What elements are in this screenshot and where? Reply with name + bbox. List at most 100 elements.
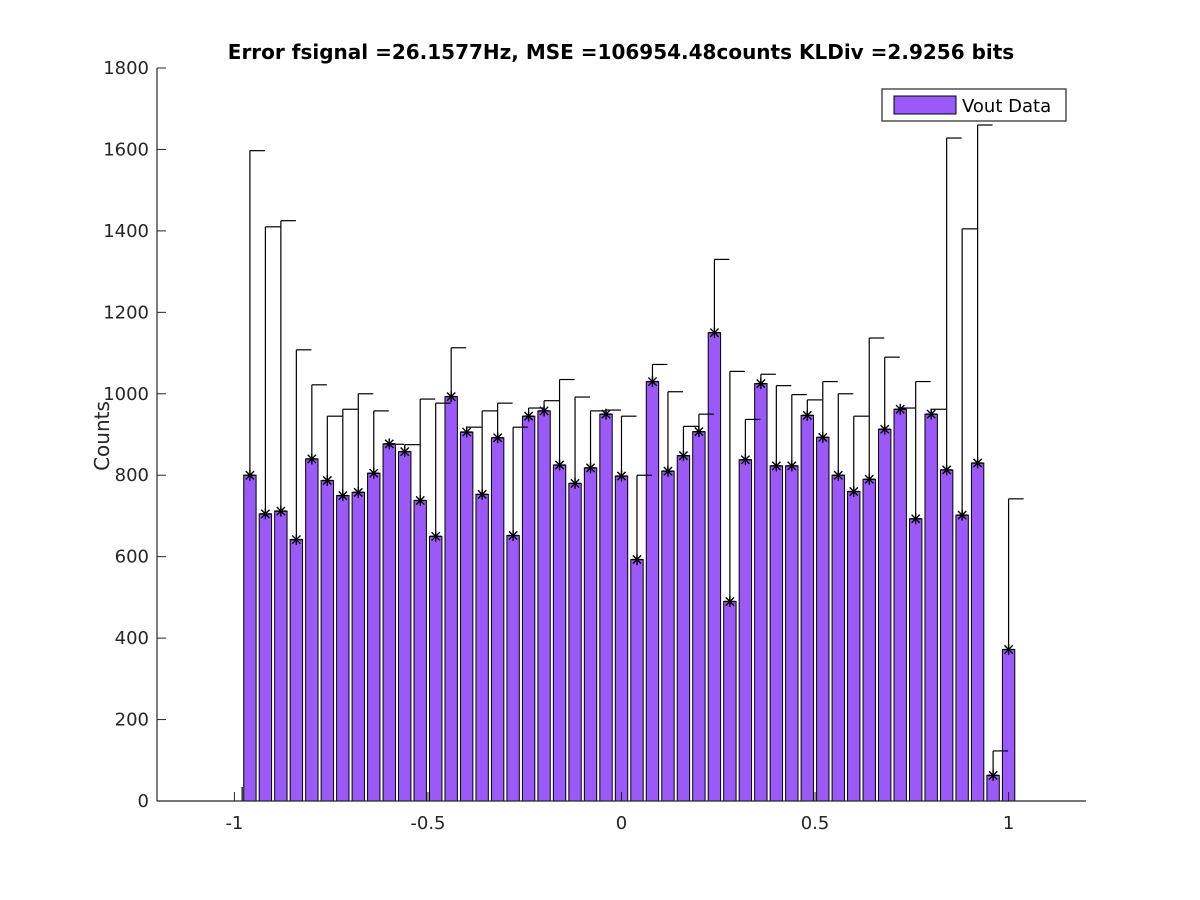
y-tick-label: 600 — [115, 547, 149, 568]
asterisk-marker — [585, 462, 597, 474]
asterisk-marker — [848, 486, 860, 498]
marker-stroke — [508, 530, 518, 541]
y-tick-label: 1400 — [103, 221, 149, 242]
marker-stroke — [740, 455, 750, 465]
asterisk-marker — [321, 475, 333, 487]
asterisk-marker — [724, 595, 736, 607]
bar — [537, 410, 551, 802]
asterisk-marker — [801, 409, 813, 421]
marker-stroke — [973, 458, 983, 468]
asterisk-marker — [259, 508, 271, 520]
markers-group — [244, 327, 1015, 781]
bar — [723, 600, 737, 802]
bar — [970, 462, 985, 802]
bar — [243, 474, 257, 802]
asterisk-marker — [461, 426, 473, 438]
bar — [413, 499, 427, 802]
asterisk-marker — [770, 460, 782, 472]
asterisk-marker — [956, 509, 968, 521]
marker-stroke — [880, 424, 890, 434]
marker-stroke — [585, 463, 596, 473]
asterisk-marker — [972, 457, 984, 469]
marker-stroke — [957, 510, 967, 520]
y-tick-label: 200 — [115, 710, 149, 731]
bar — [893, 408, 907, 802]
marker-stroke — [678, 451, 689, 461]
asterisk-marker — [817, 431, 829, 443]
marker-stroke — [926, 409, 936, 419]
asterisk-marker — [662, 465, 674, 477]
legend-swatch — [893, 95, 957, 115]
marker-stroke — [849, 486, 859, 497]
asterisk-marker — [863, 473, 875, 485]
bar — [367, 472, 381, 802]
legend-label: Vout Data — [962, 96, 1051, 117]
x-tick-label: 0 — [616, 813, 627, 834]
bar — [429, 535, 443, 802]
bar — [692, 431, 706, 802]
y-tick-label: 1600 — [103, 139, 149, 160]
asterisk-marker — [492, 432, 504, 444]
marker-stroke — [400, 446, 410, 457]
marker-stroke — [709, 328, 720, 338]
bar — [831, 474, 845, 802]
legend[interactable]: Vout Data — [881, 88, 1067, 122]
bar — [800, 414, 814, 802]
marker-stroke — [988, 770, 998, 780]
marker-stroke — [260, 509, 270, 519]
marker-stroke — [1003, 644, 1014, 655]
marker-stroke — [647, 376, 658, 387]
asterisk-marker — [925, 408, 937, 420]
x-ticks-group: -1 -0.5 0 0.5 1 — [225, 792, 1014, 834]
asterisk-marker — [910, 513, 922, 525]
bar — [630, 559, 644, 802]
bar — [754, 383, 768, 802]
marker-stroke — [369, 468, 379, 478]
asterisk-marker — [554, 459, 566, 471]
bar — [862, 478, 876, 802]
bar — [351, 491, 365, 802]
asterisk-marker — [275, 505, 287, 517]
bar — [878, 428, 892, 802]
marker-stroke — [477, 489, 487, 499]
asterisk-marker — [569, 477, 581, 489]
asterisk-marker — [987, 769, 999, 781]
bar — [661, 470, 675, 802]
asterisk-marker — [399, 446, 411, 458]
asterisk-marker — [879, 423, 891, 435]
error-bars-group — [241, 124, 1024, 801]
bar — [614, 475, 629, 802]
marker-stroke — [663, 466, 673, 476]
asterisk-marker — [832, 469, 844, 481]
x-tick-label: -1 — [225, 813, 243, 834]
asterisk-marker — [523, 410, 535, 422]
bar — [258, 513, 273, 802]
bar — [506, 534, 520, 802]
y-tick-label: 0 — [138, 791, 149, 812]
bar — [645, 381, 660, 802]
y-tick-label: 1800 — [103, 58, 149, 79]
marker-stroke — [802, 410, 812, 420]
y-axis-label: Counts — [90, 401, 114, 471]
marker-stroke — [570, 478, 580, 488]
marker-stroke — [818, 432, 828, 442]
asterisk-marker — [941, 464, 953, 476]
bar — [816, 436, 830, 802]
marker-stroke — [245, 470, 255, 480]
asterisk-marker — [414, 494, 426, 506]
marker-stroke — [787, 461, 797, 471]
bar — [847, 491, 861, 802]
asterisk-marker — [631, 554, 643, 566]
bar — [305, 458, 319, 802]
bar — [924, 413, 938, 802]
asterisk-marker — [600, 408, 612, 420]
bar — [475, 493, 489, 802]
bar — [568, 482, 582, 802]
x-tick-label: -0.5 — [410, 813, 445, 834]
marker-stroke — [725, 596, 735, 607]
marker-stroke — [384, 439, 394, 449]
asterisk-marker — [894, 403, 906, 415]
bar — [552, 464, 567, 802]
asterisk-marker — [476, 488, 488, 500]
bar — [459, 431, 474, 802]
